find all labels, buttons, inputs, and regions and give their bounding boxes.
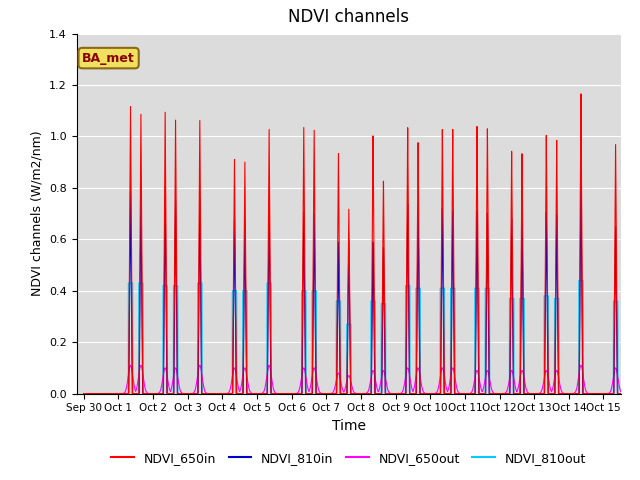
X-axis label: Time: Time: [332, 419, 366, 433]
Legend: NDVI_650in, NDVI_810in, NDVI_650out, NDVI_810out: NDVI_650in, NDVI_810in, NDVI_650out, NDV…: [106, 447, 591, 469]
Y-axis label: NDVI channels (W/m2/nm): NDVI channels (W/m2/nm): [31, 131, 44, 297]
Line: NDVI_650in: NDVI_650in: [84, 94, 638, 394]
NDVI_650out: [634, 391, 640, 396]
Line: NDVI_650out: NDVI_650out: [84, 365, 638, 394]
NDVI_650in: [432, 391, 440, 396]
NDVI_650in: [491, 391, 499, 396]
NDVI_650out: [491, 391, 499, 396]
NDVI_810in: [108, 391, 115, 396]
NDVI_810out: [280, 391, 288, 396]
NDVI_650out: [520, 377, 528, 383]
NDVI_650out: [127, 362, 134, 368]
NDVI_650in: [634, 391, 640, 396]
NDVI_810in: [491, 391, 499, 396]
NDVI_810out: [432, 391, 440, 396]
Text: BA_met: BA_met: [82, 51, 135, 65]
NDVI_650out: [108, 391, 115, 396]
NDVI_810out: [80, 391, 88, 396]
NDVI_810in: [280, 391, 288, 396]
NDVI_650out: [408, 385, 415, 391]
NDVI_810in: [408, 391, 415, 396]
NDVI_650out: [80, 391, 88, 396]
NDVI_810out: [575, 277, 582, 283]
NDVI_810in: [432, 391, 440, 396]
NDVI_650in: [80, 391, 88, 396]
Line: NDVI_810in: NDVI_810in: [84, 181, 638, 394]
NDVI_650in: [520, 391, 528, 396]
NDVI_810in: [634, 391, 640, 396]
Title: NDVI channels: NDVI channels: [288, 9, 410, 26]
NDVI_650in: [577, 91, 585, 97]
NDVI_810in: [80, 391, 88, 396]
NDVI_650in: [408, 391, 415, 396]
NDVI_810out: [408, 391, 415, 396]
NDVI_810in: [520, 391, 528, 396]
NDVI_810out: [520, 391, 528, 396]
NDVI_650in: [280, 391, 288, 396]
NDVI_810out: [108, 391, 115, 396]
NDVI_650in: [108, 391, 115, 396]
NDVI_650out: [432, 390, 440, 396]
NDVI_810out: [491, 391, 499, 396]
NDVI_650out: [281, 391, 289, 396]
NDVI_810in: [577, 178, 585, 184]
NDVI_810out: [634, 391, 640, 396]
Line: NDVI_810out: NDVI_810out: [84, 280, 638, 394]
